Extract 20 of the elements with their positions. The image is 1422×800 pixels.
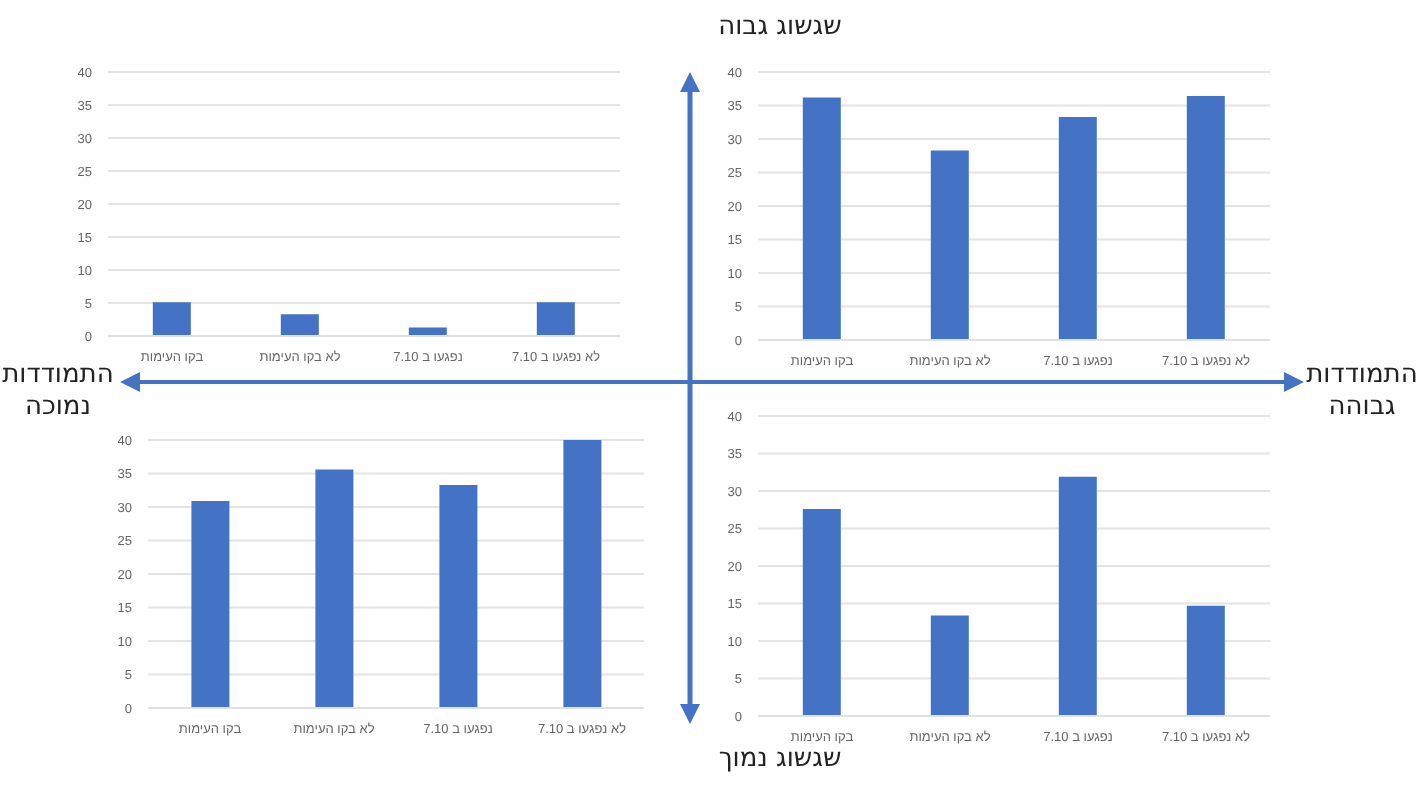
- bar: [536, 302, 575, 336]
- bar: [1186, 605, 1225, 716]
- bar: [152, 302, 191, 336]
- bar: [930, 615, 969, 716]
- bar: [1058, 476, 1097, 716]
- bar: [802, 97, 841, 340]
- text: שגשוג גבוה: [716, 12, 844, 44]
- text: שגשוג נמוך: [716, 744, 844, 776]
- text: התמודדות נמוכה: [0, 360, 116, 424]
- bar: [1058, 116, 1097, 340]
- text: התמודדות גבוהה: [1304, 360, 1420, 424]
- bar: [563, 440, 602, 708]
- bar: [280, 314, 319, 336]
- bar: [439, 484, 478, 708]
- bar: [802, 509, 841, 716]
- bar: [1186, 96, 1225, 340]
- bar: [408, 327, 447, 336]
- bar: [191, 500, 230, 708]
- bar: [930, 150, 969, 340]
- bar: [315, 469, 354, 708]
